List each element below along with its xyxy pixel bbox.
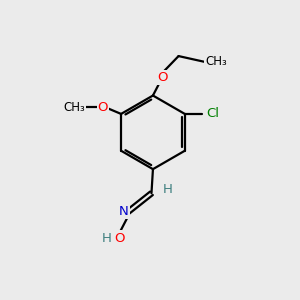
Text: O: O [157,71,168,84]
Text: Cl: Cl [206,107,219,120]
Text: O: O [114,232,124,244]
Text: O: O [98,101,108,114]
Text: CH₃: CH₃ [63,101,85,114]
Text: N: N [119,205,129,218]
Text: H: H [163,183,172,196]
Text: CH₃: CH₃ [206,56,227,68]
Text: H: H [102,232,112,244]
